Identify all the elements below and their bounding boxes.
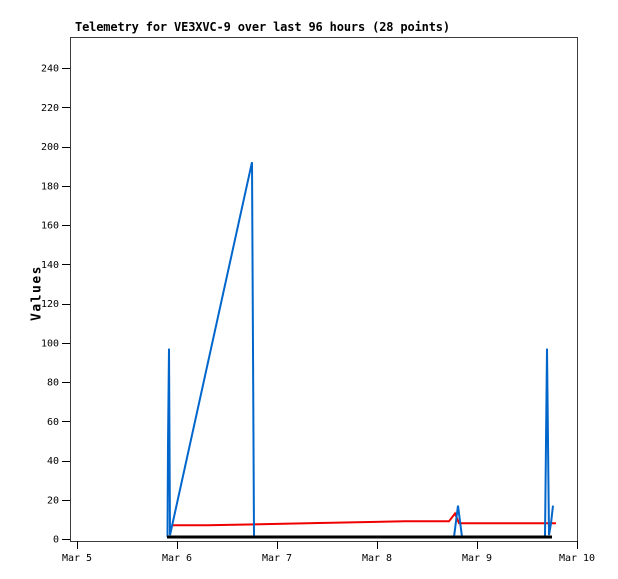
x-tick-label: Mar 9 (462, 553, 492, 564)
y-tick-label: 100 (41, 338, 59, 349)
chart-title: Telemetry for VE3XVC-9 over last 96 hour… (75, 20, 450, 34)
x-tick-label: Mar 7 (262, 553, 292, 564)
y-tick-label: 120 (41, 299, 59, 310)
x-tick-label: Mar 6 (162, 553, 192, 564)
y-tick-label: 60 (47, 417, 59, 428)
y-tick-label: 140 (41, 260, 59, 271)
y-tick-label: 20 (47, 495, 59, 506)
y-tick-label: 40 (47, 456, 59, 467)
plot-border (70, 37, 578, 542)
series-red-line (171, 511, 556, 527)
x-tick-label: Mar 10 (559, 553, 595, 564)
y-tick-label: 160 (41, 221, 59, 232)
series-blue-line (166, 161, 554, 538)
y-tick-label: 0 (53, 535, 59, 546)
y-tick-label: 200 (41, 142, 59, 153)
x-tick-label: Mar 8 (362, 553, 392, 564)
y-tick-label: 80 (47, 378, 59, 389)
y-tick-label: 240 (41, 64, 59, 75)
y-tick-label: 180 (41, 181, 59, 192)
x-tick-label: Mar 5 (62, 553, 92, 564)
y-tick-label: 220 (41, 103, 59, 114)
